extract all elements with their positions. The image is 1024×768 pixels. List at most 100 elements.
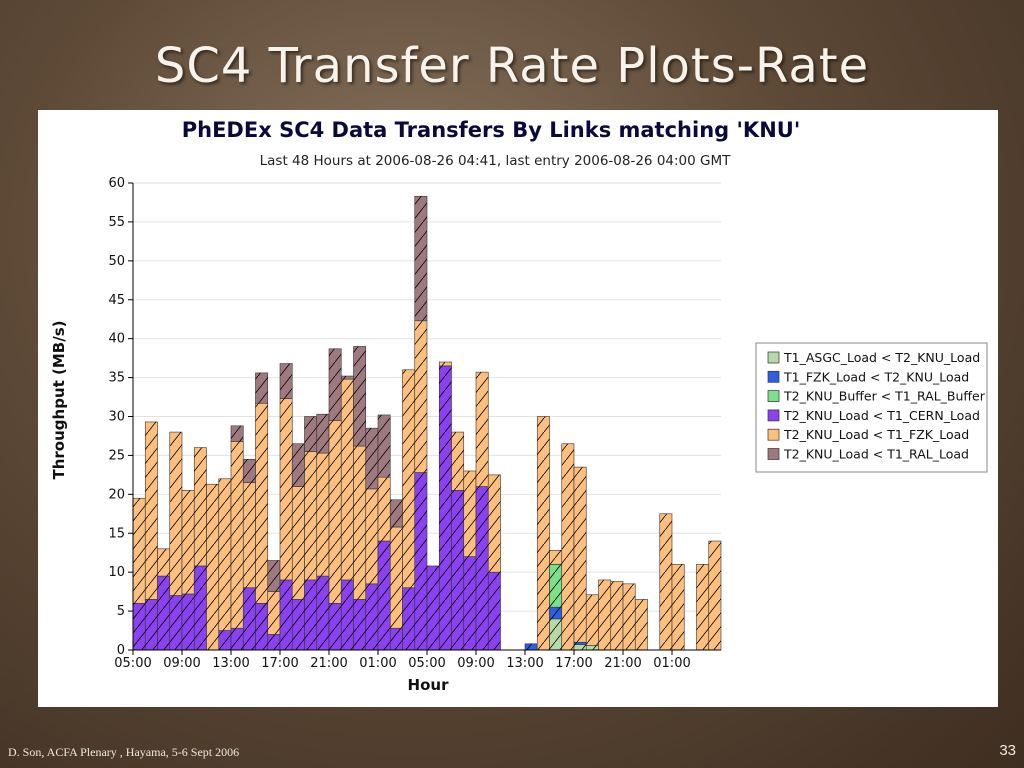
- bar-hatch: [329, 420, 342, 604]
- bar-hatch: [549, 618, 562, 650]
- y-tick-label: 0: [117, 643, 125, 658]
- bar-hatch: [353, 446, 366, 600]
- bar-hatch: [341, 379, 354, 580]
- x-tick-label: 05:00: [408, 656, 445, 671]
- bar-hatch: [586, 594, 599, 646]
- bars: [132, 195, 722, 651]
- x-tick-labels: 05:00 09:00 13:00 17:00 21:00 01:00 05:00 09:00…: [114, 656, 690, 671]
- bar-hatch: [610, 581, 623, 650]
- bar-hatch: [549, 564, 562, 608]
- transfer-rate-chart: PhEDEx SC4 Data Transfers By Links match…: [50, 118, 988, 694]
- legend-swatch: [767, 390, 780, 402]
- bar-hatch: [304, 579, 317, 650]
- bar-hatch: [182, 593, 195, 650]
- bar-hatch: [525, 643, 538, 650]
- bar-hatch: [451, 432, 464, 491]
- x-tick-label: 21:00: [604, 656, 641, 671]
- bar-hatch: [414, 320, 427, 473]
- bar-hatch: [169, 595, 182, 650]
- bar-hatch: [574, 467, 587, 643]
- x-tick-label: 17:00: [555, 656, 592, 671]
- legend-entry: T2_KNU_Load < T1_RAL_Load: [783, 447, 969, 462]
- footer-text: D. Son, ACFA Plenary , Hayama, 5-6 Sept …: [8, 745, 240, 759]
- slide-title: SC4 Transfer Rate Plots-Rate: [154, 38, 870, 94]
- bar-hatch: [243, 459, 256, 483]
- bar-hatch: [414, 196, 427, 321]
- y-tick-label: 60: [108, 176, 125, 191]
- legend: T1_ASGC_Load < T2_KNU_Load T1_FZK_Load < …: [755, 342, 988, 473]
- bar-hatch: [488, 474, 501, 573]
- legend-swatch: [767, 351, 780, 364]
- bar-hatch: [378, 414, 391, 478]
- bar-hatch: [402, 369, 415, 588]
- bar-hatch: [598, 579, 611, 650]
- bar-hatch: [133, 498, 146, 604]
- x-tick-label: 01:00: [359, 656, 396, 671]
- bar-hatch: [280, 363, 293, 399]
- bar-hatch: [659, 513, 672, 650]
- legend-entry: T1_ASGC_Load < T2_KNU_Load: [783, 350, 980, 365]
- bar-hatch: [243, 587, 256, 650]
- bar-hatch: [635, 599, 648, 650]
- bar-hatch: [267, 560, 280, 592]
- bar-hatch: [280, 579, 293, 650]
- y-tick-label: 45: [108, 293, 125, 308]
- bar-hatch: [463, 556, 476, 650]
- bar-hatch: [365, 428, 378, 489]
- bar-hatch: [341, 579, 354, 650]
- bar-hatch: [231, 441, 244, 629]
- bar-hatch: [353, 599, 366, 650]
- x-axis-label: Hour: [408, 676, 450, 694]
- y-tick-label: 10: [108, 565, 125, 580]
- bar-hatch: [304, 416, 317, 452]
- bar-hatch: [145, 421, 158, 600]
- bar-hatch: [365, 583, 378, 650]
- y-tick-label: 15: [108, 526, 125, 541]
- legend-swatch: [767, 448, 780, 460]
- legend-entry: T2_KNU_Buffer < T1_RAL_Buffer: [783, 389, 986, 404]
- bar-hatch: [316, 576, 329, 650]
- bar-hatch: [672, 564, 685, 650]
- bar-hatch: [157, 576, 170, 650]
- bar-hatch: [133, 603, 146, 650]
- bar-hatch: [549, 550, 562, 565]
- bar-hatch: [243, 482, 256, 588]
- bar-hatch: [218, 478, 231, 631]
- bar-hatch: [623, 583, 636, 650]
- x-tick-label: 17:00: [261, 656, 298, 671]
- x-tick-label: 09:00: [457, 656, 494, 671]
- y-tick-label: 50: [108, 254, 125, 269]
- bar-hatch: [255, 372, 268, 404]
- legend-box: [755, 342, 988, 473]
- bar-hatch: [561, 443, 574, 650]
- y-tick-label: 30: [108, 410, 125, 425]
- x-tick-label: 21:00: [310, 656, 347, 671]
- bar-hatch: [194, 447, 207, 566]
- axes: [128, 182, 721, 655]
- bar-hatch: [329, 603, 342, 650]
- bar-hatch: [390, 628, 403, 650]
- bar-hatch: [537, 416, 550, 650]
- bar-hatch: [378, 477, 391, 542]
- bar-hatch: [574, 642, 587, 645]
- bar-hatch: [292, 486, 305, 600]
- y-tick-label: 40: [108, 332, 125, 347]
- bar-hatch: [194, 565, 207, 650]
- x-tick-label: 01:00: [653, 656, 690, 671]
- bar-hatch: [451, 490, 464, 650]
- bar-hatch: [231, 425, 244, 442]
- bar-hatch: [329, 348, 342, 421]
- bar-hatch: [145, 599, 158, 650]
- y-tick-labels: 0 5 10 15 20 25 30 35 40 45 50 55 60: [108, 176, 125, 658]
- bar-hatch: [696, 564, 709, 650]
- y-axis-label: Throughput (MB/s): [50, 321, 68, 480]
- bar-hatch: [267, 591, 280, 635]
- y-tick-label: 20: [108, 487, 125, 502]
- bar-hatch: [255, 403, 268, 604]
- legend-swatch: [767, 370, 780, 383]
- bar-hatch: [378, 541, 391, 650]
- legend-entry: T1_FZK_Load < T2_KNU_Load: [783, 369, 969, 384]
- bar-hatch: [390, 499, 403, 528]
- legend-entry: T2_KNU_Load < T1_CERN_Load: [783, 408, 980, 423]
- legend-swatch: [767, 428, 780, 441]
